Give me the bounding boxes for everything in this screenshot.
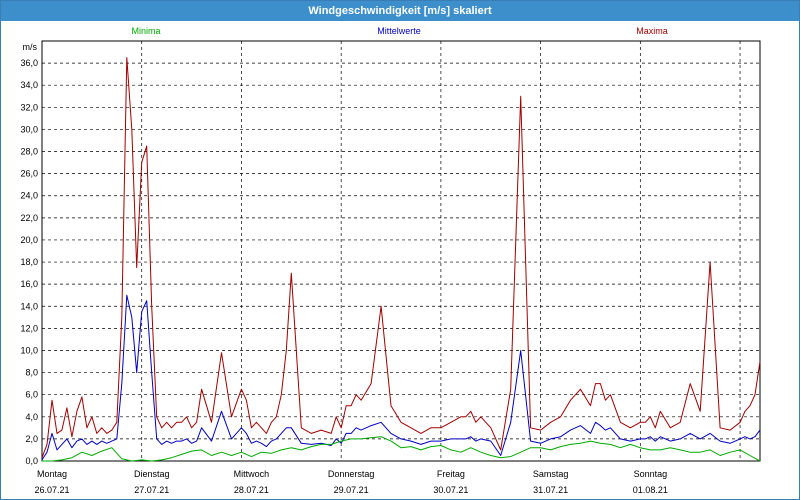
y-tick-label: 14,0 xyxy=(20,301,38,311)
y-tick-label: 6,0 xyxy=(25,390,38,400)
x-tick-weekday: Freitag xyxy=(437,469,465,479)
x-tick-weekday: Sonntag xyxy=(634,469,668,479)
legend-minima: Minima xyxy=(131,26,160,36)
y-tick-label: 22,0 xyxy=(20,213,38,223)
x-tick-weekday: Mittwoch xyxy=(234,469,270,479)
x-tick-date: 31.07.21 xyxy=(533,485,568,495)
x-tick-weekday: Samstag xyxy=(533,469,569,479)
y-tick-label: 24,0 xyxy=(20,191,38,201)
y-tick-label: 32,0 xyxy=(20,102,38,112)
y-tick-label: 4,0 xyxy=(25,412,38,422)
x-tick-date: 26.07.21 xyxy=(34,485,69,495)
series-line-maxima xyxy=(41,57,761,458)
x-tick-date: 27.07.21 xyxy=(134,485,169,495)
y-tick-label: 10,0 xyxy=(20,345,38,355)
y-tick-label: 30,0 xyxy=(20,124,38,134)
x-tick-date: 29.07.21 xyxy=(334,485,369,495)
y-tick-label: 18,0 xyxy=(20,257,38,267)
y-axis-unit-label: m/s xyxy=(23,42,38,52)
y-tick-label: 8,0 xyxy=(25,368,38,378)
data-series xyxy=(41,57,761,462)
x-tick-weekday: Donnerstag xyxy=(328,469,375,479)
legend-maxima: Maxima xyxy=(636,26,668,36)
legend-mittelwerte: Mittelwerte xyxy=(377,26,421,36)
y-tick-label: 0,0 xyxy=(25,456,38,466)
x-tick-weekday: Dienstag xyxy=(134,469,170,479)
window-title: Windgeschwindigkeit [m/s] skaliert xyxy=(1,1,799,21)
y-tick-label: 20,0 xyxy=(20,235,38,245)
x-tick-weekday: Montag xyxy=(37,469,67,479)
x-tick-date: 30.07.21 xyxy=(433,485,468,495)
y-tick-label: 2,0 xyxy=(25,434,38,444)
series-line-minima xyxy=(42,436,761,462)
y-tick-label: 12,0 xyxy=(20,323,38,333)
x-tick-date: 01.08.21 xyxy=(633,485,668,495)
plot-border xyxy=(41,40,761,462)
y-axis-tick-labels: 0,0 2,0 4,0 6,0 8,0 10,0 12,0 14,0 16,0 18,0 20,0 2… xyxy=(20,58,38,466)
y-tick-label: 16,0 xyxy=(20,279,38,289)
y-tick-label: 36,0 xyxy=(20,58,38,68)
chart-canvas: m/s 0,0 2,0 4,0 6,0 8,0 10,0 12,0 14,0 16,0 18,0 2… xyxy=(20,26,761,495)
y-tick-label: 34,0 xyxy=(20,80,38,90)
y-tick-label: 26,0 xyxy=(20,169,38,179)
grid-lines xyxy=(42,41,760,461)
x-tick-date: 28.07.21 xyxy=(234,485,269,495)
series-line-mittelwerte xyxy=(41,294,761,461)
y-tick-label: 28,0 xyxy=(20,147,38,157)
plot-frame xyxy=(41,40,761,462)
x-axis-tick-labels: Montag 26.07.21 Dienstag 27.07.21 Mittwoch 28… xyxy=(34,469,667,495)
